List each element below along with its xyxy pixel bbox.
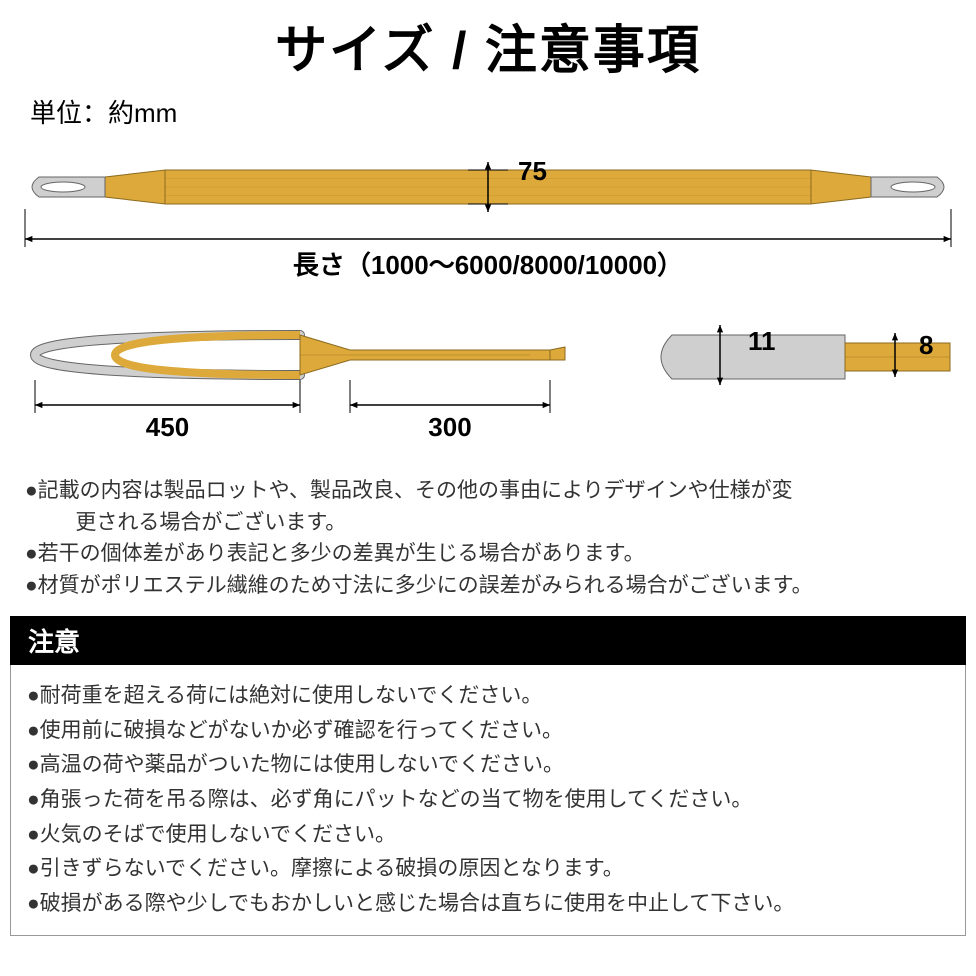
caution-line: ●耐荷重を超える荷には絶対に使用しないでください。 <box>27 679 949 714</box>
caution-line: ●使用前に破損などがないか必ず確認を行ってください。 <box>27 714 949 749</box>
note-line: 更される場合がございます。 <box>25 507 951 539</box>
diagram-area: 75 長さ（1000～6000/8000/10000） 450 300 11 8 <box>0 140 976 445</box>
page-title: サイズ / 注意事項 <box>0 0 976 93</box>
caution-line: ●破損がある際や少しでもおかしいと感じた場合は直ちに使用を中止して下さい。 <box>27 887 949 922</box>
note-line: ●若干の個体差があり表記と多少の差異が生じる場合があります。 <box>25 538 951 570</box>
svg-text:11: 11 <box>748 326 776 356</box>
svg-text:長さ（1000～6000/8000/10000）: 長さ（1000～6000/8000/10000） <box>293 250 683 280</box>
svg-text:75: 75 <box>518 156 547 186</box>
caution-line: ●引きずらないでください。摩擦による破損の原因となります。 <box>27 852 949 887</box>
dimension-diagram: 75 長さ（1000～6000/8000/10000） 450 300 11 8 <box>10 140 966 440</box>
caution-line: ●火気のそばで使用しないでください。 <box>27 818 949 853</box>
svg-text:450: 450 <box>146 412 189 440</box>
caution-header: 注意 <box>10 616 966 665</box>
caution-line: ●高温の荷や薬品がついた物には使用しないでください。 <box>27 748 949 783</box>
caution-body: ●耐荷重を超える荷には絶対に使用しないでください。 ●使用前に破損などがないか必… <box>10 665 966 936</box>
svg-text:300: 300 <box>428 412 471 440</box>
svg-text:8: 8 <box>919 330 933 360</box>
caution-line: ●角張った荷を吊る際は、必ず角にパットなどの当て物を使用してください。 <box>27 783 949 818</box>
note-line: ●材質がポリエステル繊維のため寸法に多少にの誤差がみられる場合がございます。 <box>25 570 951 602</box>
notes-section: ●記載の内容は製品ロットや、製品改良、その他の事由によりデザインや仕様が変 更さ… <box>0 465 976 616</box>
note-line: ●記載の内容は製品ロットや、製品改良、その他の事由によりデザインや仕様が変 <box>25 475 951 507</box>
unit-label: 単位：約mm <box>0 93 976 140</box>
